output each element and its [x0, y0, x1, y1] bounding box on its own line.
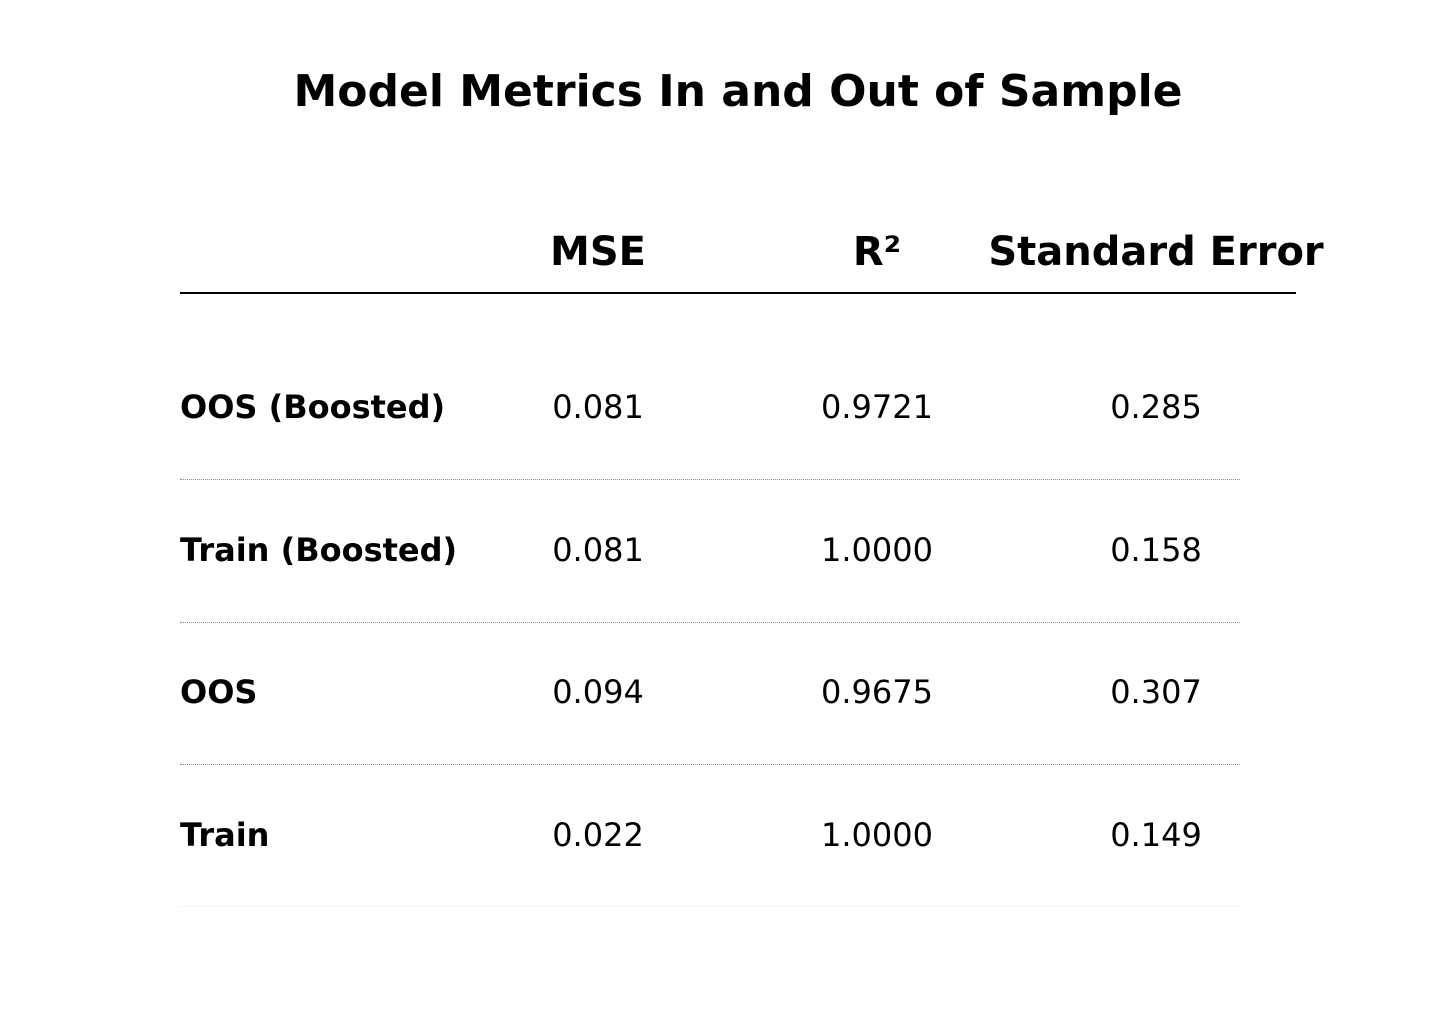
table-cell: 0.285: [1110, 388, 1202, 426]
table-cell: 0.149: [1110, 816, 1202, 854]
column-header: MSE: [550, 229, 646, 275]
table-cell: 0.081: [552, 531, 644, 569]
table-cell: 0.9721: [821, 388, 933, 426]
table-cell: 1.0000: [821, 816, 933, 854]
row-label: OOS: [180, 673, 258, 711]
row-divider: [180, 764, 1240, 765]
column-header: R²: [852, 229, 902, 275]
table-cell: 0.9675: [821, 673, 933, 711]
table-cell: 0.158: [1110, 531, 1202, 569]
row-divider: [180, 479, 1240, 480]
table-title: Model Metrics In and Out of Sample: [293, 66, 1183, 117]
header-rule: [180, 292, 1296, 294]
table-cell: 0.022: [552, 816, 644, 854]
column-header: Standard Error: [988, 229, 1324, 275]
row-label: OOS (Boosted): [180, 388, 446, 426]
table-cell: 0.094: [552, 673, 644, 711]
row-label: Train (Boosted): [180, 531, 458, 569]
row-label: Train: [180, 816, 270, 854]
table-cell: 1.0000: [821, 531, 933, 569]
row-divider: [180, 906, 1240, 907]
table-cell: 0.081: [552, 388, 644, 426]
table-cell: 0.307: [1110, 673, 1202, 711]
row-divider: [180, 622, 1240, 623]
